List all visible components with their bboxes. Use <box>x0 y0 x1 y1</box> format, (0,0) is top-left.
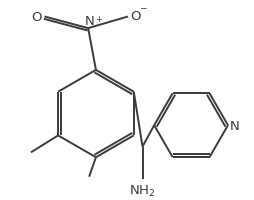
Text: N: N <box>230 119 240 132</box>
Text: O: O <box>130 10 140 23</box>
Text: −: − <box>139 4 146 13</box>
Text: O: O <box>31 11 42 24</box>
Text: N: N <box>84 15 94 28</box>
Text: +: + <box>95 15 102 24</box>
Text: NH$_2$: NH$_2$ <box>129 183 156 198</box>
